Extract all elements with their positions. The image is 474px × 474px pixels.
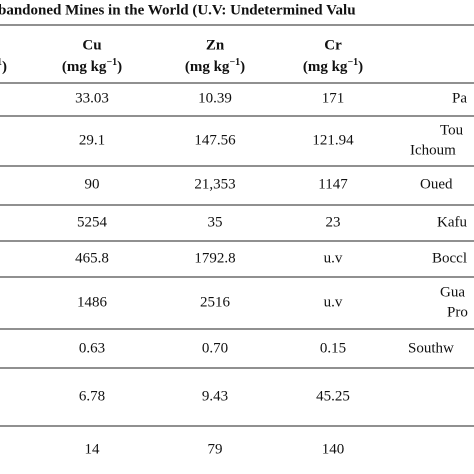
location: Southw xyxy=(408,340,454,356)
cell: 10.39 xyxy=(198,90,232,106)
cell: 90 xyxy=(85,176,100,192)
cell: 0.15 xyxy=(320,340,346,356)
unit-text: (mg kg xyxy=(303,59,348,75)
column-name: Cu xyxy=(82,37,101,53)
unit-exponent: −1 xyxy=(106,57,117,68)
unit-text: (mg kg xyxy=(62,59,107,75)
location: Tou xyxy=(440,122,464,138)
cell: 21,353 xyxy=(194,176,235,192)
unit-exponent: −1 xyxy=(229,57,240,68)
cell: 9.43 xyxy=(202,388,228,404)
unit-suffix: ) xyxy=(240,59,245,75)
cell: 171 xyxy=(322,90,345,106)
cell: 5254 xyxy=(77,214,108,230)
column-unit: 1) xyxy=(0,57,7,75)
cell: 14 xyxy=(85,441,101,457)
location: Boccl xyxy=(432,250,467,266)
location: Kafu xyxy=(437,214,467,230)
column-name: Zn xyxy=(206,37,225,53)
column-unit: (mg kg−1) xyxy=(185,57,245,75)
unit-text: (mg kg xyxy=(185,59,230,75)
location: Pa xyxy=(452,90,467,106)
unit-suffix: ) xyxy=(358,59,363,75)
cell: 35 xyxy=(208,214,223,230)
cell: 45.25 xyxy=(316,388,350,404)
cell: 0.70 xyxy=(202,340,228,356)
location: Ichoum xyxy=(410,142,456,158)
unit-suffix: ) xyxy=(2,59,7,75)
cell: 140 xyxy=(322,441,345,457)
cell: u.v xyxy=(324,250,343,266)
cell: 29.1 xyxy=(79,132,105,148)
column-unit: (mg kg−1) xyxy=(62,57,122,75)
cell: 1486 xyxy=(77,294,108,310)
cell: 2516 xyxy=(200,294,231,310)
cell: 23 xyxy=(326,214,341,230)
cell: u.v xyxy=(324,294,343,310)
unit-suffix: ) xyxy=(117,59,122,75)
unit-exponent: 1 xyxy=(0,57,2,68)
cell: 0.63 xyxy=(79,340,105,356)
cell: 79 xyxy=(208,441,223,457)
table-title: bandoned Mines in the World (U.V: Undete… xyxy=(0,2,356,18)
cell: 1147 xyxy=(318,176,348,192)
column-unit: (mg kg−1) xyxy=(303,57,363,75)
unit-exponent: −1 xyxy=(347,57,358,68)
cell: 1792.8 xyxy=(194,250,235,266)
cell: 6.78 xyxy=(79,388,105,404)
cell: 147.56 xyxy=(194,132,236,148)
cell: 33.03 xyxy=(75,90,109,106)
location: Pro xyxy=(447,304,468,320)
location: Gua xyxy=(440,284,465,300)
cell: 121.94 xyxy=(312,132,354,148)
column-name: Cr xyxy=(324,37,342,53)
cell: 465.8 xyxy=(75,250,109,266)
location: Oued xyxy=(420,176,453,192)
